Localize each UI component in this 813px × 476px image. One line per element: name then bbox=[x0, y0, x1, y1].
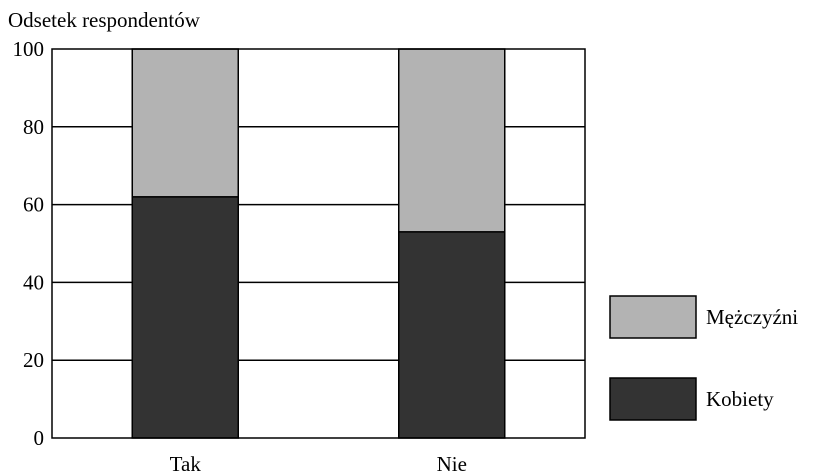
category-labels: Tak Nie bbox=[170, 452, 467, 476]
y-tick-label: 0 bbox=[34, 426, 45, 450]
plot-frame bbox=[51, 48, 586, 439]
category-label: Tak bbox=[170, 452, 202, 476]
legend-label: Kobiety bbox=[706, 387, 774, 411]
bars bbox=[131, 48, 506, 439]
bar-mężczyźni-tak bbox=[131, 48, 239, 198]
y-tick-label: 60 bbox=[23, 193, 44, 217]
legend-swatch bbox=[609, 377, 697, 421]
legend-swatch bbox=[609, 295, 697, 339]
legend: Mężczyźni Kobiety bbox=[609, 295, 798, 421]
bar-kobiety-nie bbox=[398, 231, 506, 439]
legend-label: Mężczyźni bbox=[706, 305, 798, 329]
y-tick-label: 20 bbox=[23, 348, 44, 372]
y-tick-label: 80 bbox=[23, 115, 44, 139]
bar-mężczyźni-nie bbox=[398, 48, 506, 233]
y-axis-label: Odsetek respondentów bbox=[8, 8, 201, 32]
category-label: Nie bbox=[437, 452, 467, 476]
y-tick-label: 40 bbox=[23, 270, 44, 294]
y-tick-label: 100 bbox=[13, 37, 45, 61]
bar-kobiety-tak bbox=[131, 196, 239, 439]
y-tick-labels: 0 20 40 60 80 100 bbox=[13, 37, 45, 450]
